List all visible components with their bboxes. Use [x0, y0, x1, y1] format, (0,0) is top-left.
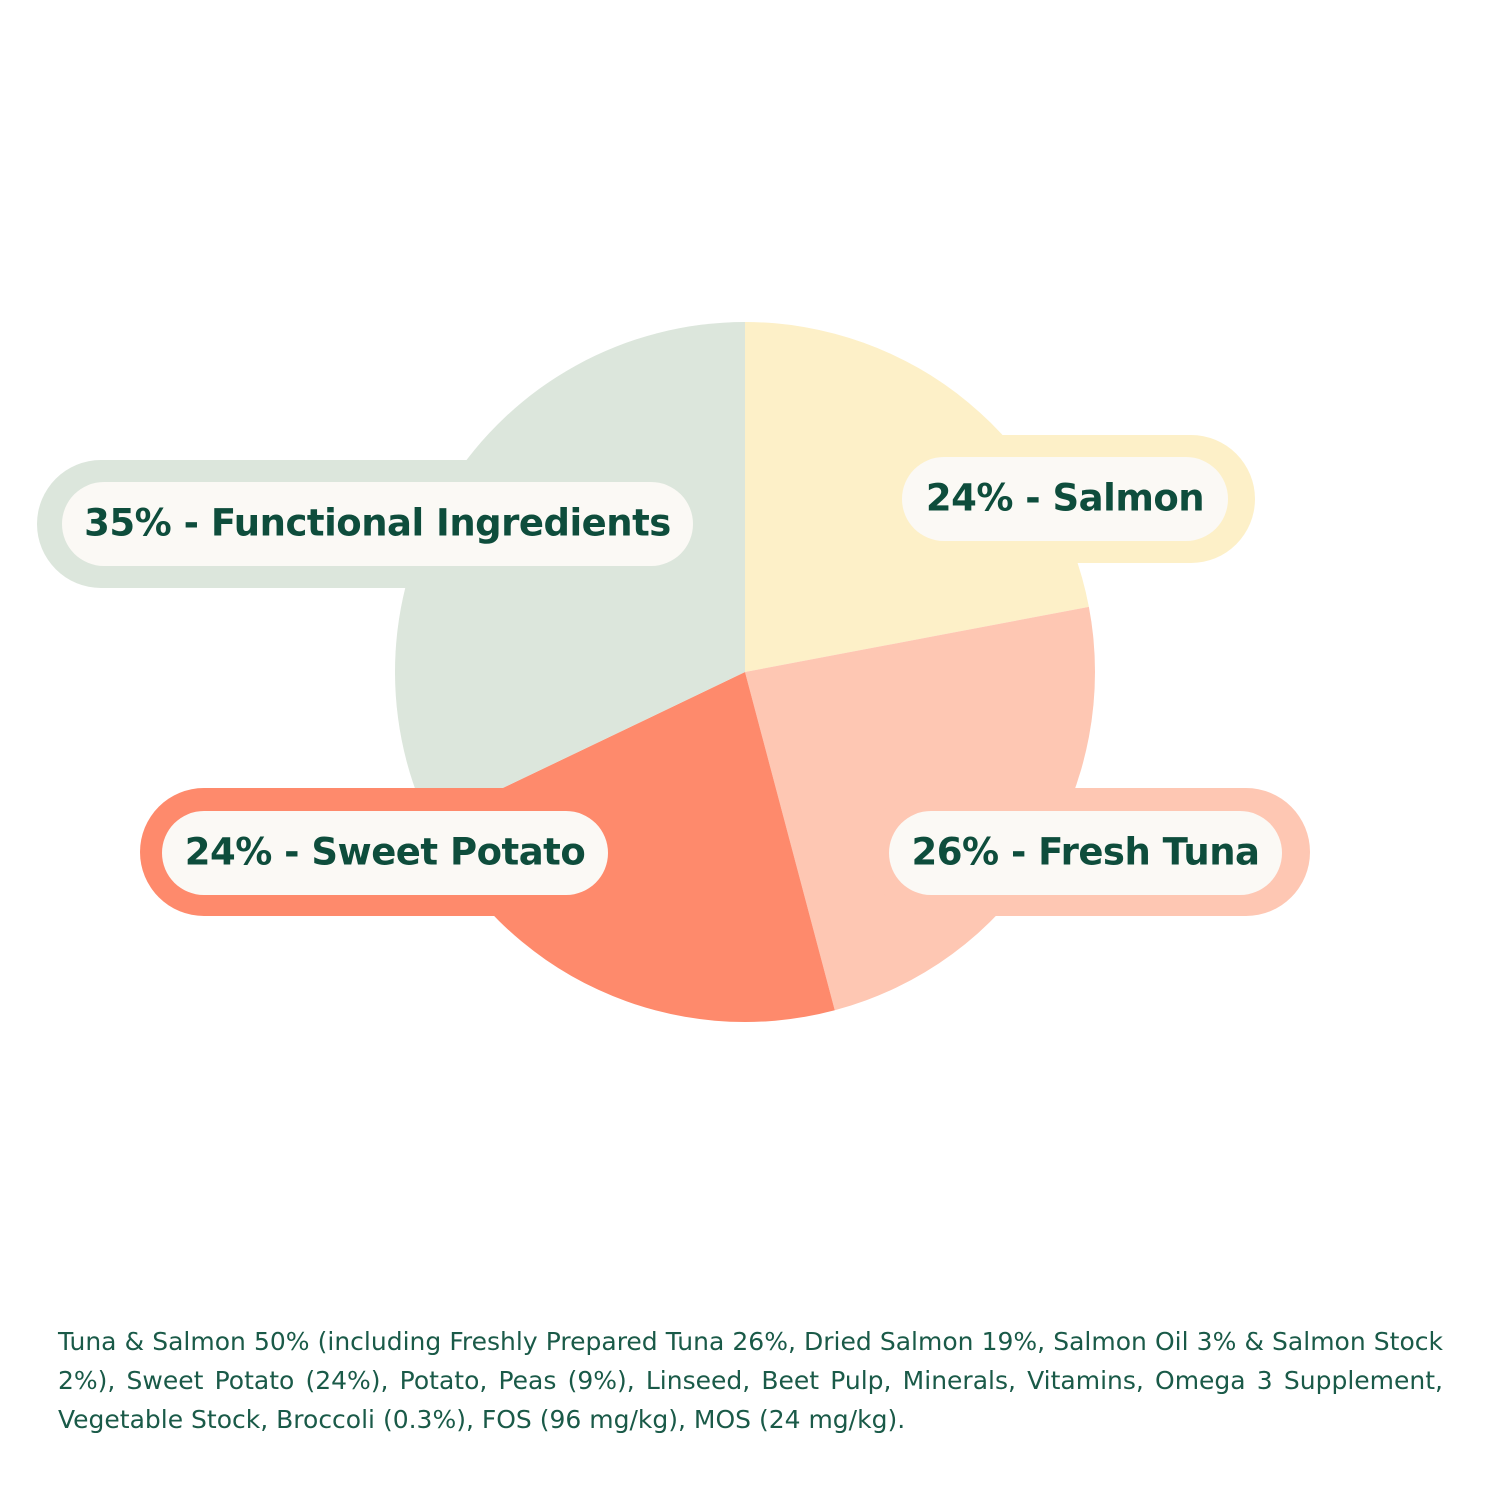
label-pill: [889, 811, 1282, 895]
slice-label: 24% - Salmon: [926, 477, 1204, 520]
ingredients-caption: Tuna & Salmon 50% (including Freshly Pre…: [58, 1327, 1443, 1434]
label-pill: [62, 482, 693, 566]
pie-slice: [429, 672, 835, 1022]
label-pill: [902, 457, 1228, 541]
slice-label: 24% - Sweet Potato: [185, 831, 586, 874]
slice-label: 26% - Fresh Tuna: [912, 831, 1260, 874]
slice-label: 35% - Functional Ingredients: [84, 502, 671, 545]
label-pill: [162, 811, 608, 895]
chart: 24% - Salmon 26% - Fresh Tuna 24% - Sweet …: [37, 322, 1310, 1022]
